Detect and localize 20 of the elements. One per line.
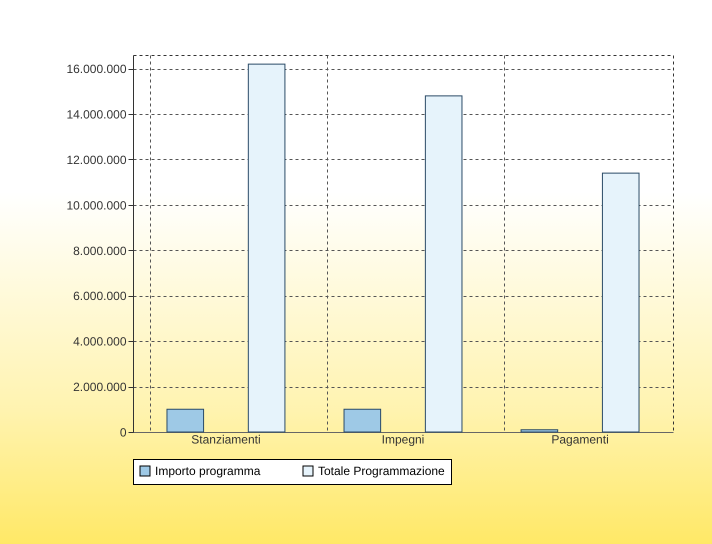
bar (424, 95, 462, 432)
bar (602, 172, 640, 432)
x-tick-label: Impegni (382, 432, 424, 446)
y-tick-label: 8.000.000 (73, 244, 127, 258)
x-tick-label: Stanziamenti (191, 432, 261, 446)
x-tick-label: Pagamenti (551, 432, 609, 446)
bar (520, 429, 558, 432)
y-tick-label: 2.000.000 (73, 380, 127, 394)
legend-label: Importo programma (155, 464, 261, 478)
bar (166, 408, 204, 432)
y-tick-label: 16.000.000 (66, 62, 127, 76)
y-tick-label: 0 (120, 426, 127, 440)
y-tick-label: 14.000.000 (66, 108, 127, 122)
bar (248, 64, 286, 432)
y-tick-label: 4.000.000 (73, 334, 127, 349)
y-tick-label: 10.000.000 (66, 198, 127, 212)
y-tick-label: 6.000.000 (73, 289, 127, 304)
legend-label: Totale Programmazione (318, 464, 446, 478)
bar (344, 408, 382, 432)
y-tick-label: 12.000.000 (66, 152, 127, 167)
